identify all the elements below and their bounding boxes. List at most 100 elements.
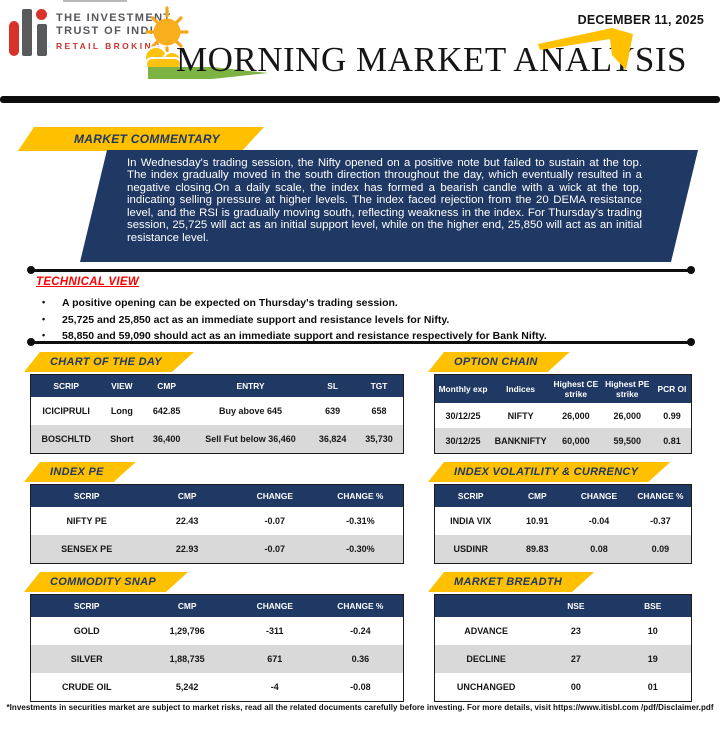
market-breadth-table: NSE BSE ADVANCE 23 10 DECLINE 27 19 UNCH… [434,594,692,702]
cell-cmp: 89.83 [506,535,569,564]
cell-scrip: NIFTY PE [66,516,107,526]
index-volatility-currency-ribbon: INDEX VOLATILITY & CURRENCY [428,462,670,482]
report-date: DECEMBER 11, 2025 [577,13,704,27]
cell-scrip: INDIA VIX [450,516,492,526]
market-breadth-heading: MARKET BREADTH [454,576,563,588]
cell-change: -4 [270,682,279,692]
cell-scrip: BOSCHLTD [30,425,102,454]
column-header: SL [310,374,355,397]
cell-sl: 639 [325,406,341,416]
commodity-snap-ribbon: COMMODITY SNAP [24,572,188,592]
cell-tgt: 35,730 [354,425,404,454]
technical-view-item: • 58,850 and 59,090 should act as an imme… [42,328,547,345]
index-pe-heading: INDEX PE [50,466,104,478]
column-header: SCRIP [30,374,102,397]
technical-view-text: 25,725 and 25,850 act as an immediate su… [62,313,450,326]
cell-bse: 01 [647,682,658,692]
page-title: MORNING MARKET ANALYSIS [176,40,688,79]
column-header: TGT [354,374,404,397]
cell-expiry: 30/12/25 [434,428,492,454]
title-arrow-decoration [538,28,633,70]
cell-cmp: 36,400 [142,425,191,454]
index-pe-table: SCRIP CMP CHANGE CHANGE % NIFTY PE 22.43… [30,484,404,564]
column-header: CMP [142,374,191,397]
chart-of-the-day-section: CHART OF THE DAY SCRIP VIEW CMP ENTRY SL… [30,352,404,454]
table-header-row: Monthly exp Indices Highest CE strike Hi… [434,374,692,403]
cell-change-pct: -0.30% [317,535,404,564]
divider-rule-top [27,266,695,274]
chart-of-the-day-table: SCRIP VIEW CMP ENTRY SL TGT ICICIPRULI L… [30,374,404,454]
brand-line-1: THE INVESTMENT [56,12,172,24]
market-breadth-section: MARKET BREADTH NSE BSE ADVANCE 23 10 DEC… [434,572,692,702]
column-header: CHANGE [231,594,318,617]
index-volatility-currency-table: SCRIP CMP CHANGE CHANGE % INDIA VIX 10.9… [434,484,692,564]
cell-scrip: GOLD [73,626,100,636]
cell-index: NIFTY [507,410,534,421]
commodity-snap-table: SCRIP CMP CHANGE CHANGE % GOLD 1,29,796 … [30,594,404,702]
column-header: BSE [614,594,692,617]
cell-change: 0.08 [568,535,630,564]
brand-line-2: TRUST OF INDIA [56,25,164,37]
table-row: ICICIPRULI Long 642.85 Buy above 645 639… [31,397,404,425]
cell-cmp: 642.85 [152,406,181,416]
cell-bse: 19 [614,645,692,673]
index-pe-ribbon: INDEX PE [24,462,136,482]
column-header: NSE [537,594,615,617]
cell-view: Short [101,425,143,454]
cell-ce-strike: 26,000 [562,410,590,421]
footer-disclaimer: *Investments in securities market are su… [6,703,714,712]
cell-nse: 27 [537,645,615,673]
cell-cmp: 5,242 [175,682,199,692]
market-commentary-heading: MARKET COMMENTARY [74,132,220,146]
brand-text: THE INVESTMENT TRUST OF INDIA RETAIL BRO… [56,12,172,51]
table-header-row: SCRIP VIEW CMP ENTRY SL TGT [30,374,404,397]
index-volatility-currency-section: INDEX VOLATILITY & CURRENCY SCRIP CMP CH… [434,462,692,564]
iti-logo-mark [9,6,51,58]
cell-change-pct: -0.08 [350,682,371,692]
cell-pcr: 0.81 [652,428,692,454]
cell-change-pct: -0.31% [346,516,375,526]
column-header: CHANGE [231,484,318,507]
chart-of-the-day-heading: CHART OF THE DAY [50,356,162,368]
bullet-dot: • [42,297,46,307]
table-row: UNCHANGED 00 01 [435,673,692,702]
cell-cmp: 22.93 [142,535,232,564]
table-row: GOLD 1,29,796 -311 -0.24 [31,617,404,645]
technical-view-item: • 25,725 and 25,850 act as an immediate s… [42,312,547,329]
cell-nse: 00 [570,682,581,692]
cell-change: -0.04 [588,516,610,526]
cell-cmp: 1,88,735 [142,645,232,673]
cell-scrip: USDINR [434,535,507,564]
option-chain-section: OPTION CHAIN Monthly exp Indices Highest… [434,352,692,454]
column-header: Highest CE strike [550,374,602,403]
logo-bar-red [9,21,19,56]
green-swoosh-decoration [148,67,268,79]
technical-view-item: • A positive opening can be expected on T… [42,295,547,312]
commodity-snap-heading: COMMODITY SNAP [50,576,157,588]
column-header [434,594,538,617]
cell-nse: 23 [570,626,581,636]
cell-entry: Sell Fut below 36,460 [190,425,311,454]
table-row: NIFTY PE 22.43 -0.07 -0.31% [31,507,404,535]
column-header: Highest PE strike [601,374,653,403]
table-row: BOSCHLTD Short 36,400 Sell Fut below 36,… [30,425,404,454]
cell-cmp: 10.91 [526,516,549,526]
market-commentary-ribbon: MARKET COMMENTARY [18,127,264,151]
column-header: VIEW [101,374,143,397]
column-header: CHANGE % [317,484,404,507]
table-row: 30/12/25 NIFTY 26,000 26,000 0.99 [435,403,692,428]
column-header: SCRIP [30,594,143,617]
cell-label: DECLINE [434,645,538,673]
cell-entry: Buy above 645 [219,406,283,416]
column-header: CHANGE % [629,484,692,507]
column-header: CHANGE % [317,594,404,617]
table-row: DECLINE 27 19 [434,645,692,673]
cell-cmp: 1,29,796 [169,626,205,636]
divider-rule-bottom [27,338,695,346]
cell-scrip: ICICIPRULI [42,406,90,416]
table-row: CRUDE OIL 5,242 -4 -0.08 [31,673,404,702]
technical-view-text: 58,850 and 59,090 should act as an immed… [62,330,547,342]
index-volatility-currency-heading: INDEX VOLATILITY & CURRENCY [454,466,639,478]
cell-change: 671 [231,645,318,673]
